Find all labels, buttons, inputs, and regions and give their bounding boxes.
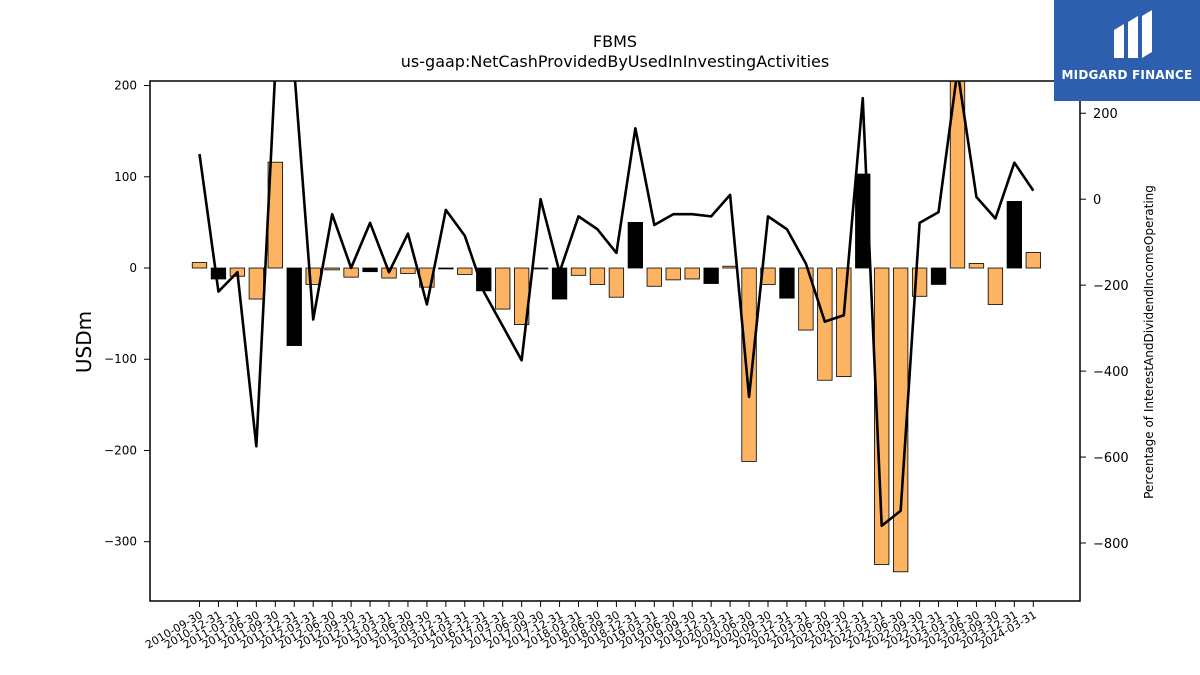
- bar: [798, 267, 814, 331]
- bar: [703, 267, 719, 284]
- y2-tick-label: −800: [1093, 537, 1129, 552]
- bar: [495, 267, 511, 310]
- bar: [874, 267, 890, 565]
- bar: [589, 267, 606, 285]
- y2-tick-label: −400: [1093, 365, 1129, 380]
- bar: [949, 81, 966, 269]
- bar: [608, 267, 625, 298]
- plot-area: −300−200−1000100200−800−600−400−20002002…: [104, 79, 1129, 652]
- bar: [210, 267, 227, 280]
- bar: [248, 267, 265, 300]
- y-tick-label: 0: [129, 261, 137, 275]
- bar: [817, 267, 833, 381]
- bar: [400, 267, 416, 274]
- bar: [665, 267, 681, 281]
- logo: MIDGARD FINANCE: [1054, 0, 1200, 101]
- bar: [836, 267, 852, 377]
- y-axis-label: USDm: [72, 311, 96, 373]
- bar: [646, 267, 662, 287]
- y2-tick-label: −600: [1093, 451, 1129, 466]
- chart-title: FBMS: [593, 32, 637, 51]
- plot-frame: [149, 80, 1081, 602]
- bar: [191, 262, 208, 269]
- y2-tick-label: 200: [1093, 107, 1118, 122]
- bar: [684, 267, 700, 280]
- bar: [779, 267, 795, 299]
- bar: [457, 267, 473, 275]
- bar: [987, 267, 1004, 305]
- bar: [305, 267, 321, 285]
- y2-tick-label: 0: [1093, 193, 1101, 208]
- bar: [438, 267, 454, 270]
- bar: [722, 265, 738, 269]
- chart-subtitle: us-gaap:NetCashProvidedByUsedInInvesting…: [401, 52, 829, 71]
- bar: [627, 221, 643, 269]
- y-tick-label: 200: [114, 79, 137, 93]
- logo-text: MIDGARD FINANCE: [1061, 68, 1193, 82]
- bar: [1006, 201, 1022, 269]
- bar: [286, 267, 302, 346]
- y-tick-label: 100: [114, 170, 137, 184]
- bar: [570, 267, 587, 276]
- bar: [930, 267, 947, 285]
- bar: [343, 267, 359, 278]
- y2-tick-label: −200: [1093, 279, 1129, 294]
- line-series: [198, 81, 1035, 528]
- bar: [324, 267, 340, 271]
- y-tick-label: −200: [104, 443, 137, 457]
- bar: [532, 267, 549, 270]
- y-tick-label: −300: [104, 535, 137, 549]
- y2-axis-label: Percentage of InterestAndDividendIncomeO…: [1142, 185, 1156, 499]
- y-tick-label: −100: [104, 352, 137, 366]
- bar: [741, 267, 757, 462]
- bar: [362, 267, 378, 273]
- bar: [968, 263, 985, 269]
- logo-mark-icon: [1114, 10, 1152, 58]
- bar: [1025, 252, 1041, 269]
